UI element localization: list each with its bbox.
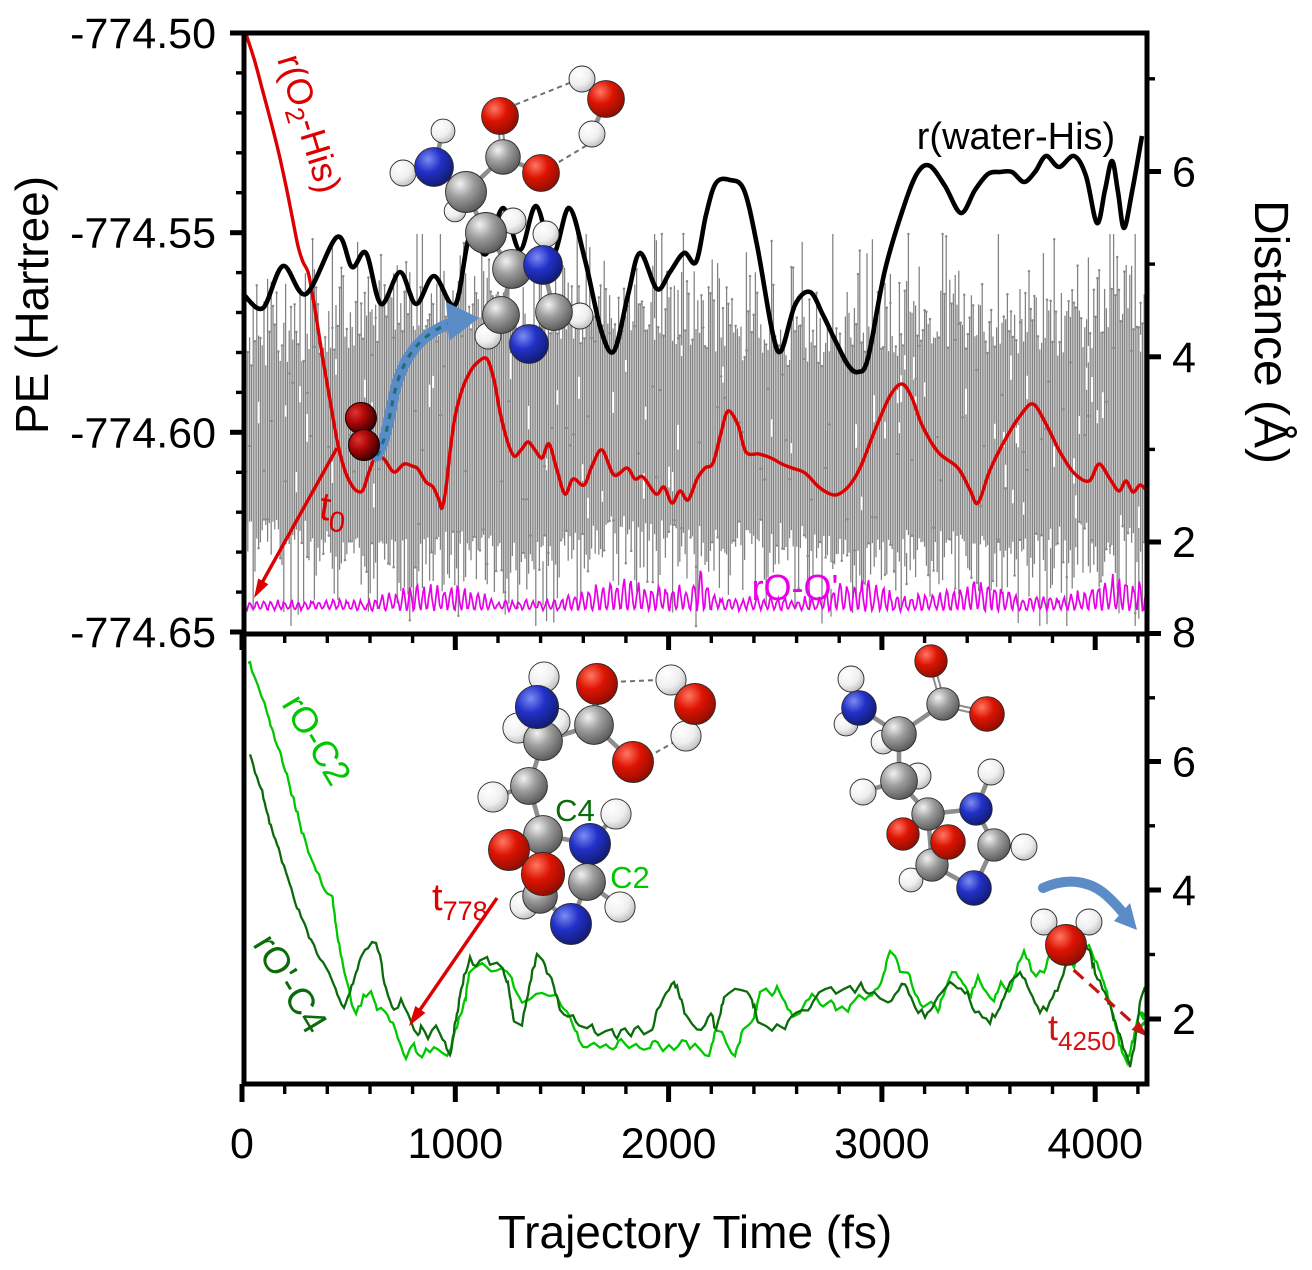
svg-text:6: 6	[1172, 739, 1196, 787]
svg-text:PE (Hartree): PE (Hartree)	[6, 176, 58, 434]
svg-text:-774.60: -774.60	[70, 409, 216, 457]
svg-text:0: 0	[230, 1120, 254, 1168]
svg-text:Distance (Å): Distance (Å)	[1244, 200, 1297, 464]
svg-text:4: 4	[1172, 867, 1196, 915]
svg-text:C2: C2	[610, 860, 650, 895]
svg-text:-774.65: -774.65	[70, 609, 216, 657]
svg-text:-774.55: -774.55	[70, 210, 216, 258]
svg-text:2000: 2000	[621, 1120, 717, 1168]
svg-text:-774.50: -774.50	[70, 10, 216, 58]
svg-text:r(water-His): r(water-His)	[917, 116, 1115, 158]
svg-text:Trajectory Time (fs): Trajectory Time (fs)	[498, 1206, 892, 1258]
svg-text:6: 6	[1172, 149, 1196, 197]
svg-text:1000: 1000	[407, 1120, 503, 1168]
svg-text:C4: C4	[555, 793, 595, 828]
svg-text:8: 8	[1172, 609, 1196, 657]
svg-text:rO-O': rO-O'	[752, 567, 839, 608]
svg-text:3000: 3000	[834, 1120, 930, 1168]
svg-text:4: 4	[1172, 334, 1196, 382]
svg-text:2: 2	[1172, 519, 1196, 567]
svg-text:4000: 4000	[1047, 1120, 1143, 1168]
svg-text:2: 2	[1172, 996, 1196, 1044]
